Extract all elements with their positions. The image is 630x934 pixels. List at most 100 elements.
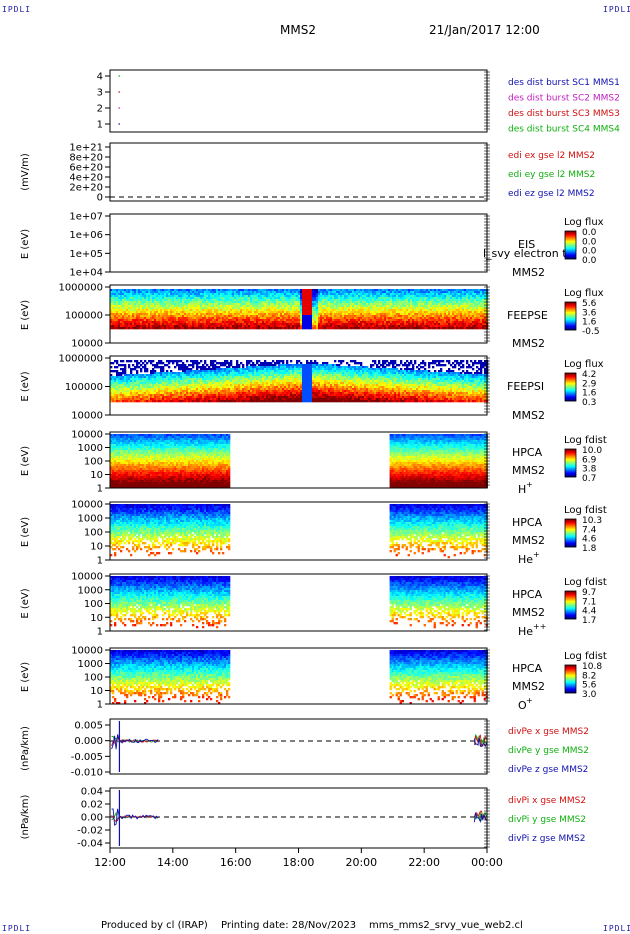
colorbar-segment xyxy=(565,616,576,618)
legend-entry: divPe y gse MMS2 xyxy=(508,746,589,756)
colorbar-segment xyxy=(565,252,576,254)
y-axis-label: E (eV) xyxy=(20,662,31,692)
panel-divpe: -0.010 -0.005 0.000 0.005 (nPa/km) divPe x gs… xyxy=(20,718,589,779)
colorbar-segment xyxy=(565,604,576,606)
colorbar-segment xyxy=(565,520,576,522)
colorbar-segment xyxy=(565,673,576,675)
colorbar-tick-label: 4.2 xyxy=(582,370,596,380)
colorbar-title: Log flux xyxy=(564,359,604,370)
colorbar-segment xyxy=(565,243,576,245)
colorbar-title: Log fdist xyxy=(564,505,607,516)
y-tick-label: 1000000 xyxy=(58,283,103,294)
colorbar-segment xyxy=(565,599,576,601)
colorbar-segment xyxy=(565,521,576,523)
colorbar-segment xyxy=(565,385,576,387)
y-tick-label: 1000000 xyxy=(58,354,103,365)
colorbar-segment xyxy=(565,473,576,475)
colorbar-segment xyxy=(565,309,576,311)
x-tick-label: 16:00 xyxy=(220,856,252,869)
colorbar-segment xyxy=(565,537,576,539)
legend-entry: des dist burst SC1 MMS1 xyxy=(508,78,620,88)
y-tick-label: 1000 xyxy=(78,659,103,670)
colorbar-segment xyxy=(565,666,576,668)
colorbar-tick-label: 0.0 xyxy=(582,228,597,238)
colorbar-segment xyxy=(565,591,576,593)
colorbar-tick-label: 4.4 xyxy=(582,607,597,617)
colorbar-segment xyxy=(565,618,576,620)
panel-divpi: -0.04 -0.02 0.00 0.02 0.04 (nPa/km) divPi x gs… xyxy=(20,787,586,850)
colorbar-segment xyxy=(565,672,576,674)
colorbar-tick-label: 1.6 xyxy=(582,389,597,399)
y-tick-label: 1 xyxy=(97,556,103,567)
colorbar-segment xyxy=(565,314,576,316)
colorbar-segment xyxy=(565,232,576,234)
species-label: He xyxy=(518,625,533,638)
colorbar-segment xyxy=(565,474,576,476)
y-tick-label: 10000 xyxy=(71,572,103,583)
colorbar-segment xyxy=(565,615,576,617)
colorbar-segment xyxy=(565,678,576,680)
colorbar-segment xyxy=(565,603,576,605)
colorbar-segment xyxy=(565,388,576,390)
colorbar-segment xyxy=(565,535,576,537)
instrument-label: HPCA xyxy=(512,662,543,675)
colorbar-segment xyxy=(565,251,576,253)
y-tick-label: 6e+20 xyxy=(69,163,103,174)
colorbar-segment xyxy=(565,234,576,236)
footer-produced-by: Produced by cl (IRAP) xyxy=(101,920,208,931)
y-tick-label: 2 xyxy=(97,104,103,115)
spacecraft-label: MMS2 xyxy=(512,534,545,547)
colorbar-tick-label: 3.0 xyxy=(582,690,597,700)
colorbar-segment xyxy=(565,530,576,532)
y-tick-label: 100 xyxy=(84,673,103,684)
colorbar-tick-label: 1.8 xyxy=(582,544,597,554)
colorbar-segment xyxy=(565,529,576,531)
y-tick-label: 10000 xyxy=(71,500,103,511)
colorbar-tick-label: 5.6 xyxy=(582,299,597,309)
y-axis-label: E (eV) xyxy=(20,371,31,401)
instrument-label: HPCA xyxy=(512,588,543,601)
colorbar-segment xyxy=(565,472,576,474)
colorbar-segment xyxy=(565,239,576,241)
colorbar-segment xyxy=(565,677,576,679)
colorbar-frame xyxy=(564,664,577,694)
y-tick-label: 10000 xyxy=(71,411,103,422)
colorbar-segment xyxy=(565,393,576,395)
corner-label-top-left: IPDLI xyxy=(2,5,32,14)
colorbar-tick-label: 0.7 xyxy=(582,474,596,484)
colorbar-segment xyxy=(565,690,576,692)
colorbar-segment xyxy=(565,692,576,694)
colorbar-segment xyxy=(565,524,576,526)
colorbar-segment xyxy=(565,612,576,614)
colorbar-segment xyxy=(565,376,576,378)
y-tick-label: 3 xyxy=(97,88,103,99)
y-tick-label: 0.00 xyxy=(81,813,103,824)
colorbar-segment xyxy=(565,597,576,599)
corner-label-top-right: IPDLI xyxy=(603,5,630,14)
colorbar-segment xyxy=(565,689,576,691)
colorbar-frame xyxy=(564,590,577,620)
colorbar-segment xyxy=(565,315,576,317)
colorbar-title: Log fdist xyxy=(564,651,607,662)
panel-frame xyxy=(109,355,488,416)
y-tick-label: 1 xyxy=(97,484,103,495)
colorbar-segment xyxy=(565,318,576,320)
colorbar-segment xyxy=(565,464,576,466)
legend-entry: des dist burst SC2 MMS2 xyxy=(508,94,620,104)
colorbar-tick-label: 1.7 xyxy=(582,616,596,626)
colorbar-segment xyxy=(565,303,576,305)
colorbar-segment xyxy=(565,534,576,536)
colorbar-segment xyxy=(565,470,576,472)
eis-overlay-text: l_svy electron to xyxy=(483,247,574,260)
species-charge-label: + xyxy=(526,480,533,489)
colorbar-segment xyxy=(565,522,576,524)
colorbar-segment xyxy=(565,242,576,244)
colorbar-segment xyxy=(565,377,576,379)
colorbar-tick-label: 10.3 xyxy=(582,516,602,526)
colorbar-segment xyxy=(565,397,576,399)
colorbar-segment xyxy=(565,316,576,318)
time-axis: 12:00 14:00 16:00 18:00 20:00 22:00 00:00 xyxy=(94,848,503,869)
colorbar-segment xyxy=(565,380,576,382)
